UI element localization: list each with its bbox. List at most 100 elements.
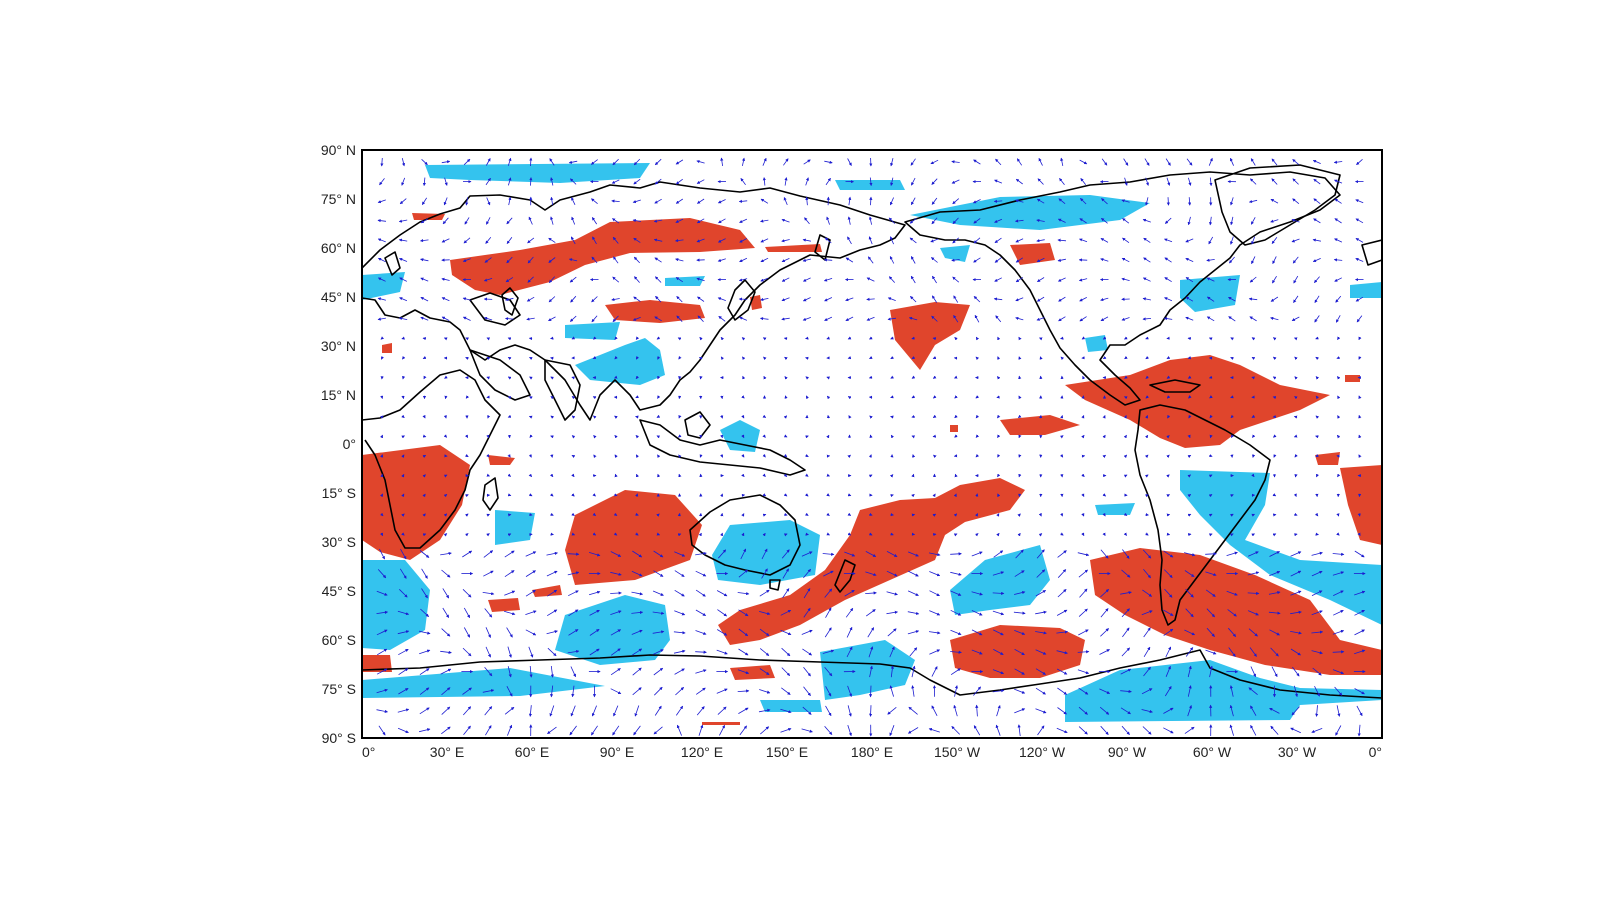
wind-vector [612, 315, 619, 323]
wind-vector [805, 512, 809, 516]
wind-vector [826, 414, 831, 419]
wind-vector [570, 295, 577, 303]
wind-vector [741, 337, 746, 341]
wind-vector [571, 415, 576, 419]
wind-vector [441, 297, 450, 302]
wind-vector [654, 158, 662, 166]
wind-vector [418, 630, 431, 635]
coastline-new-zealand [834, 559, 856, 593]
wind-vector [568, 590, 579, 597]
wind-vector [487, 415, 491, 419]
wind-vector [907, 630, 920, 635]
wind-vector [656, 414, 661, 418]
coastline-uk [384, 251, 401, 276]
wind-vector [549, 705, 555, 717]
wind-vector [376, 668, 388, 675]
wind-vector [992, 669, 1004, 675]
wind-vector [738, 278, 748, 282]
wind-vector [399, 568, 407, 579]
wind-vector [653, 649, 664, 655]
wind-vector [1017, 724, 1021, 737]
wind-vector [589, 648, 600, 656]
wind-vector [380, 434, 384, 439]
wind-vector [548, 316, 556, 322]
wind-vector [868, 646, 874, 658]
wind-vector [826, 376, 830, 380]
wind-vector [932, 493, 936, 498]
wind-vector [528, 216, 533, 225]
wind-vector [610, 610, 622, 615]
wind-vector [399, 198, 407, 205]
wind-vector [1015, 549, 1024, 559]
latitude-tick-label: 30° N [321, 338, 356, 354]
wind-vector [886, 610, 899, 615]
wind-vector [507, 356, 512, 361]
wind-vector [401, 376, 406, 380]
wind-vector [377, 297, 386, 301]
wind-vector [952, 276, 960, 283]
coastline-tasmania [769, 579, 781, 591]
wind-vector [632, 218, 641, 223]
wind-vector [1018, 336, 1022, 341]
wind-vector [588, 590, 601, 596]
wind-vector [529, 665, 533, 678]
wind-vector [504, 570, 515, 578]
wind-vector [868, 236, 873, 245]
wind-vector [759, 648, 770, 656]
wind-vector [506, 627, 513, 638]
wind-vector [398, 316, 408, 321]
wind-vector [867, 256, 874, 264]
wind-vector [443, 197, 448, 206]
wind-vector [758, 708, 771, 713]
wind-vector [1036, 239, 1045, 243]
wind-vector [484, 706, 493, 716]
wind-vector [908, 706, 918, 715]
wind-vector [635, 454, 640, 458]
wind-vector [1017, 532, 1021, 537]
wind-vector [1013, 611, 1026, 615]
wind-vector [401, 473, 405, 478]
wind-vector [420, 316, 429, 321]
anomaly-region-negative [1085, 335, 1108, 352]
wind-vector [631, 570, 643, 577]
wind-vector [974, 513, 979, 517]
wind-vector [739, 218, 748, 223]
wind-vector [381, 356, 384, 360]
wind-vector [549, 473, 554, 478]
wind-vector [783, 158, 789, 166]
wind-vector [910, 158, 916, 166]
wind-vector [695, 630, 707, 635]
anomaly-region-positive [362, 445, 470, 560]
wind-vector [719, 724, 725, 736]
wind-vector [571, 396, 576, 400]
wind-vector [528, 454, 532, 458]
wind-vector [781, 317, 790, 321]
wind-vector [593, 336, 597, 340]
wind-vector [401, 336, 405, 340]
longitude-tick-label: 30° E [430, 744, 464, 760]
wind-vector [570, 666, 576, 678]
wind-vector [652, 630, 665, 634]
wind-vector [548, 276, 555, 283]
coastline-africa [362, 369, 501, 549]
wind-vector [761, 568, 768, 579]
wind-vector [953, 533, 958, 537]
wind-vector [954, 337, 958, 341]
wind-vector [570, 178, 577, 185]
latitude-tick-label: 90° N [321, 142, 356, 158]
wind-vector [954, 375, 958, 379]
wind-vector [568, 609, 579, 617]
wind-vector [376, 610, 389, 614]
wind-vector [717, 297, 726, 301]
wind-vector [931, 666, 938, 677]
wind-vector [610, 591, 622, 595]
wind-vector [911, 356, 916, 360]
wind-vector [673, 631, 686, 635]
wind-vector [529, 434, 533, 438]
wind-vector [781, 277, 790, 282]
wind-vector [716, 649, 728, 655]
wind-vector [462, 647, 472, 657]
wind-vector [633, 256, 640, 264]
anomaly-region-negative [950, 545, 1050, 615]
wind-vector [528, 705, 533, 717]
